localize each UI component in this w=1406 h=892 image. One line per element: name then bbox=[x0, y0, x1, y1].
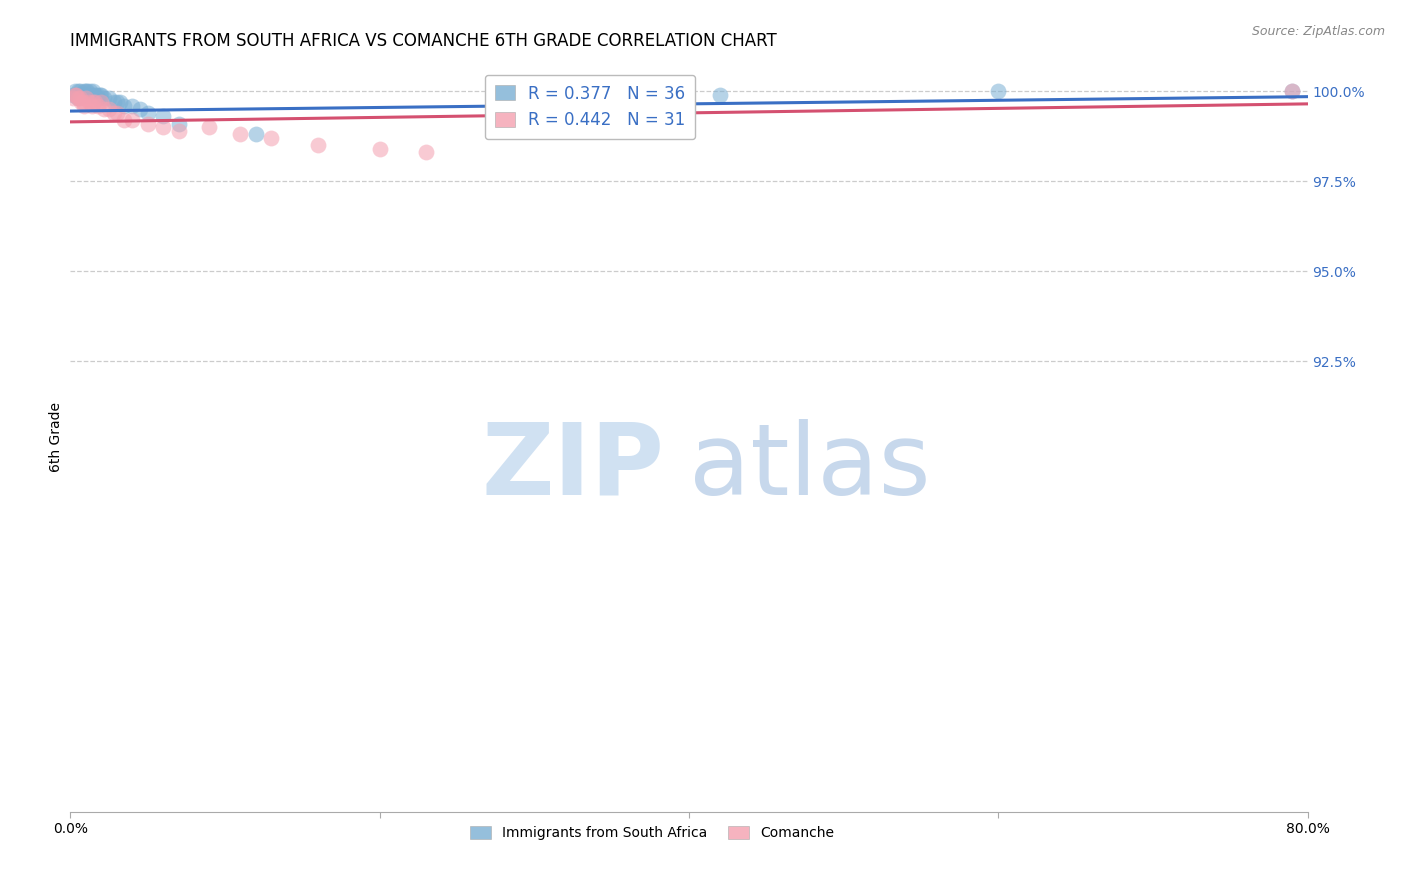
Text: atlas: atlas bbox=[689, 418, 931, 516]
Point bbox=[260, 131, 283, 145]
Point bbox=[129, 102, 152, 116]
Point bbox=[72, 87, 94, 102]
Point bbox=[84, 87, 107, 102]
Point bbox=[368, 142, 391, 156]
Point bbox=[63, 84, 86, 98]
Point bbox=[307, 138, 329, 153]
Point bbox=[103, 106, 125, 120]
Point bbox=[79, 84, 101, 98]
Point bbox=[62, 87, 84, 102]
Y-axis label: 6th Grade: 6th Grade bbox=[49, 402, 63, 472]
Point bbox=[67, 84, 90, 98]
Point bbox=[121, 98, 143, 112]
Point bbox=[80, 87, 103, 102]
Point bbox=[76, 84, 98, 98]
Point bbox=[198, 120, 221, 135]
Point bbox=[67, 91, 90, 105]
Point bbox=[87, 98, 110, 112]
Point bbox=[75, 91, 97, 105]
Point bbox=[709, 87, 731, 102]
Point bbox=[90, 95, 112, 109]
Legend: Immigrants from South Africa, Comanche: Immigrants from South Africa, Comanche bbox=[464, 821, 839, 846]
Point bbox=[152, 110, 174, 124]
Point bbox=[90, 87, 112, 102]
Point bbox=[136, 106, 159, 120]
Point bbox=[1281, 84, 1303, 98]
Point bbox=[77, 87, 100, 102]
Point bbox=[65, 87, 87, 102]
Point bbox=[167, 124, 190, 138]
Point bbox=[93, 91, 115, 105]
Point bbox=[93, 102, 115, 116]
Point bbox=[103, 95, 125, 109]
Point bbox=[75, 84, 97, 98]
Point bbox=[1281, 84, 1303, 98]
Point bbox=[987, 84, 1010, 98]
Point bbox=[152, 120, 174, 135]
Point bbox=[70, 95, 93, 109]
Point bbox=[114, 98, 135, 112]
Point bbox=[75, 87, 97, 102]
Point bbox=[70, 87, 93, 102]
Point bbox=[415, 145, 437, 160]
Text: Source: ZipAtlas.com: Source: ZipAtlas.com bbox=[1251, 25, 1385, 38]
Point bbox=[105, 106, 128, 120]
Point bbox=[62, 91, 84, 105]
Point bbox=[84, 95, 107, 109]
Point bbox=[63, 87, 86, 102]
Point bbox=[67, 91, 90, 105]
Point bbox=[98, 102, 120, 116]
Text: ZIP: ZIP bbox=[481, 418, 664, 516]
Point bbox=[77, 95, 100, 109]
Point bbox=[69, 84, 91, 98]
Point bbox=[136, 117, 159, 131]
Point bbox=[87, 91, 110, 105]
Point bbox=[98, 91, 120, 105]
Point bbox=[108, 95, 131, 109]
Point bbox=[114, 113, 135, 128]
Point bbox=[72, 95, 94, 109]
Point bbox=[229, 128, 252, 142]
Point bbox=[82, 95, 105, 109]
Point bbox=[89, 87, 111, 102]
Point bbox=[65, 87, 87, 102]
Point bbox=[82, 84, 105, 98]
Point bbox=[167, 117, 190, 131]
Point bbox=[69, 91, 91, 105]
Point bbox=[73, 98, 96, 112]
Point bbox=[80, 98, 103, 112]
Point bbox=[86, 87, 108, 102]
Point bbox=[121, 113, 143, 128]
Point bbox=[105, 95, 128, 109]
Point bbox=[73, 84, 96, 98]
Point bbox=[245, 128, 267, 142]
Text: IMMIGRANTS FROM SOUTH AFRICA VS COMANCHE 6TH GRADE CORRELATION CHART: IMMIGRANTS FROM SOUTH AFRICA VS COMANCHE… bbox=[70, 32, 778, 50]
